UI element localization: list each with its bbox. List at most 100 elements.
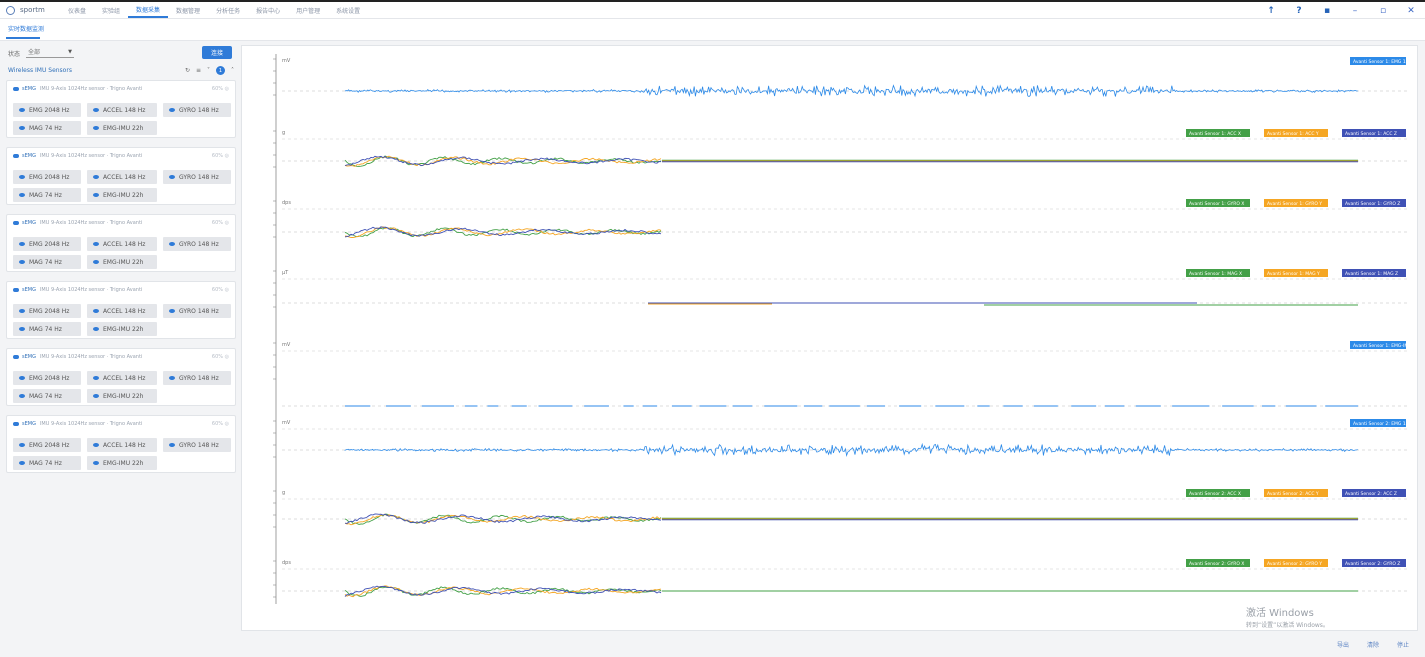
channel-chip[interactable]: GYRO 148 Hz — [163, 438, 231, 452]
channel-chip[interactable]: EMG 2048 Hz — [13, 438, 81, 452]
nav-item-5[interactable]: 报告中心 — [256, 7, 281, 15]
channel-chip[interactable]: MAG 74 Hz — [13, 456, 81, 470]
channel-label: GYRO 148 Hz — [179, 441, 219, 449]
channel-chip[interactable]: EMG-IMU 22h — [87, 322, 157, 336]
unit-label: mV — [282, 420, 291, 426]
channel-chip[interactable]: ACCEL 148 Hz — [87, 170, 157, 184]
window-tools: ↑ ? ▪ – ▫ ✕ — [1265, 2, 1417, 19]
channel-chip[interactable]: EMG 2048 Hz — [13, 304, 81, 318]
legend-chip — [1264, 489, 1328, 497]
battery-status: 60% ◎ — [211, 421, 229, 427]
channel-label: EMG-IMU 22h — [103, 258, 144, 266]
unit-label: g — [282, 490, 285, 496]
device-header: sEMG IMU 9-Axis 1024Hz sensor · Trigno Av… — [13, 153, 229, 162]
nav-item-3[interactable]: 数据管理 — [176, 7, 201, 15]
legend-label: Avanti Sensor 1: ACC Y — [1267, 131, 1319, 137]
maximize-icon[interactable]: ▫ — [1379, 5, 1387, 16]
channel-chip[interactable]: EMG 2048 Hz — [13, 170, 81, 184]
eye-icon — [93, 242, 99, 246]
nav-item-7[interactable]: 系统设置 — [336, 7, 361, 15]
channel-chip[interactable]: ACCEL 148 Hz — [87, 237, 157, 251]
device-card[interactable]: sEMG IMU 9-Axis 1024Hz sensor · Trigno Av… — [6, 348, 236, 406]
eye-icon — [169, 108, 175, 112]
filter-icon[interactable]: ≡ — [195, 67, 201, 74]
channel-chip[interactable]: EMG-IMU 22h — [87, 121, 157, 135]
nav-item-0[interactable]: 仪表盘 — [68, 7, 87, 15]
device-card[interactable]: sEMG IMU 9-Axis 1024Hz sensor · Trigno Av… — [6, 281, 236, 339]
eye-icon — [19, 126, 25, 130]
device-card[interactable]: sEMG IMU 9-Axis 1024Hz sensor · Trigno Av… — [6, 415, 236, 473]
channel-chip[interactable]: EMG-IMU 22h — [87, 389, 157, 403]
help-icon[interactable]: ? — [1296, 5, 1302, 16]
nav-item-2[interactable]: 数据采集 — [128, 2, 169, 18]
legend-label: Avanti Sensor 1: GYRO Y — [1267, 201, 1322, 207]
channel-chip[interactable]: ACCEL 148 Hz — [87, 438, 157, 452]
imu-series-line — [344, 155, 662, 167]
device-card[interactable]: sEMG IMU 9-Axis 1024Hz sensor · Trigno Av… — [6, 214, 236, 272]
device-header: sEMG IMU 9-Axis 1024Hz sensor · Trigno Av… — [13, 220, 229, 229]
user-icon[interactable]: ▪ — [1323, 5, 1331, 16]
channel-chip[interactable]: GYRO 148 Hz — [163, 371, 231, 385]
eye-icon — [169, 376, 175, 380]
channel-chip[interactable]: MAG 74 Hz — [13, 121, 81, 135]
channel-label: EMG-IMU 22h — [103, 325, 144, 333]
channel-chip[interactable]: MAG 74 Hz — [13, 322, 81, 336]
collapse-icon[interactable]: ˄ — [231, 67, 234, 74]
footer-action-2[interactable]: 停止 — [1396, 642, 1409, 649]
minimize-icon[interactable]: – — [1352, 5, 1358, 16]
channel-chip[interactable]: GYRO 148 Hz — [163, 170, 231, 184]
eye-icon — [19, 242, 25, 246]
channel-label: MAG 74 Hz — [29, 392, 62, 400]
imu-series-line — [344, 585, 662, 598]
legend-chip — [1186, 559, 1250, 567]
channel-chip[interactable]: GYRO 148 Hz — [163, 103, 231, 117]
upload-icon[interactable]: ↑ — [1267, 5, 1275, 16]
eye-icon — [19, 193, 25, 197]
legend-label: Avanti Sensor 1: MAG Z — [1345, 271, 1398, 277]
legend-chip — [1342, 489, 1406, 497]
channel-chip[interactable]: EMG-IMU 22h — [87, 456, 157, 470]
channel-chip[interactable]: ACCEL 148 Hz — [87, 304, 157, 318]
close-icon[interactable]: ✕ — [1407, 5, 1415, 16]
legend-label: Avanti Sensor 2: GYRO Y — [1267, 561, 1322, 567]
channel-chip[interactable]: EMG-IMU 22h — [87, 255, 157, 269]
channel-chip[interactable]: EMG 2048 Hz — [13, 237, 81, 251]
brand[interactable]: sportm — [0, 5, 60, 15]
sensor-icon — [13, 354, 19, 359]
channel-chip[interactable]: GYRO 148 Hz — [163, 237, 231, 251]
eye-icon — [169, 309, 175, 313]
footer-action-0[interactable]: 导出 — [1336, 642, 1349, 649]
connect-button[interactable]: 连接 — [202, 46, 232, 59]
tab-realtime[interactable]: 实时数据监测 — [8, 26, 45, 33]
battery-status: 60% ◎ — [211, 153, 229, 159]
channel-chip[interactable]: EMG 2048 Hz — [13, 371, 81, 385]
nav-item-1[interactable]: 实验组 — [102, 7, 121, 15]
channel-chip[interactable]: ACCEL 148 Hz — [87, 103, 157, 117]
channel-chip[interactable]: MAG 74 Hz — [13, 188, 81, 202]
unit-label: dps — [282, 560, 291, 566]
channel-chip[interactable]: EMG-IMU 22h — [87, 188, 157, 202]
channel-chip[interactable]: GYRO 148 Hz — [163, 304, 231, 318]
device-card[interactable]: sEMG IMU 9-Axis 1024Hz sensor · Trigno Av… — [6, 147, 236, 205]
channel-label: ACCEL 148 Hz — [103, 307, 146, 315]
chevron-down-icon[interactable]: ˅ — [207, 67, 210, 74]
eye-icon — [19, 443, 25, 447]
device-header: sEMG IMU 9-Axis 1024Hz sensor · Trigno Av… — [13, 287, 229, 296]
eye-icon — [19, 461, 25, 465]
status-select[interactable]: 全部 ▼ — [26, 47, 74, 58]
channel-label: EMG-IMU 22h — [103, 124, 144, 132]
channel-chip[interactable]: ACCEL 148 Hz — [87, 371, 157, 385]
signal-plots: mV Avanti Sensor 1: EMG 1 g Avanti Sensor 1… — [273, 54, 1412, 604]
refresh-icon[interactable]: ↻ — [184, 67, 190, 74]
legend-chip — [1264, 129, 1328, 137]
legend-chip — [1342, 559, 1406, 567]
nav-item-4[interactable]: 分析任务 — [216, 7, 241, 15]
footer-action-1[interactable]: 清除 — [1366, 642, 1379, 649]
device-desc: IMU 9-Axis 1024Hz sensor · Trigno Avanti — [39, 421, 143, 427]
nav-item-6[interactable]: 用户管理 — [296, 7, 321, 15]
legend-chip — [1342, 129, 1406, 137]
channel-chip[interactable]: EMG 2048 Hz — [13, 103, 81, 117]
device-card[interactable]: sEMG IMU 9-Axis 1024Hz sensor · Trigno Av… — [6, 80, 236, 138]
channel-chip[interactable]: MAG 74 Hz — [13, 389, 81, 403]
channel-chip[interactable]: MAG 74 Hz — [13, 255, 81, 269]
